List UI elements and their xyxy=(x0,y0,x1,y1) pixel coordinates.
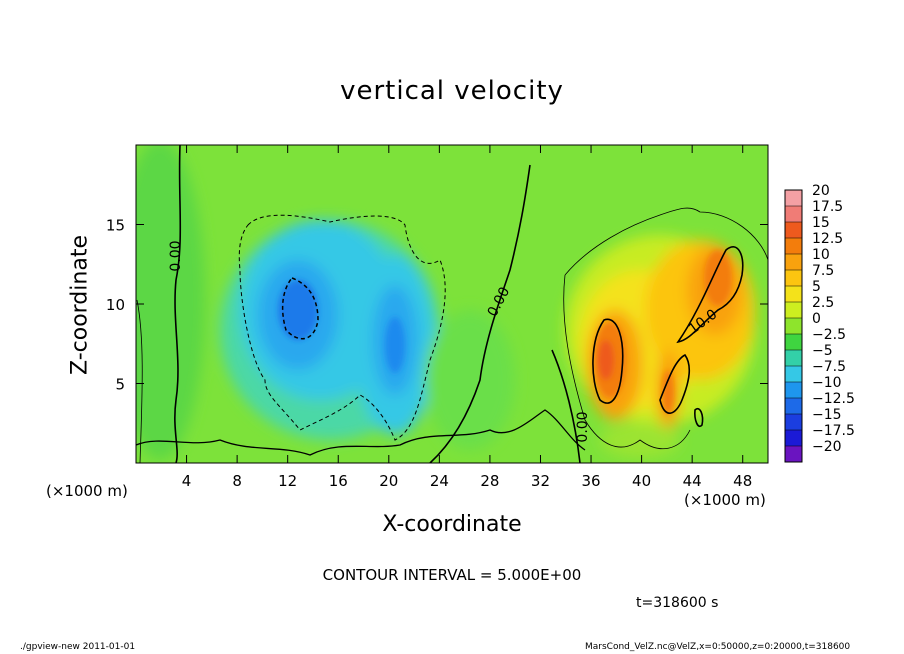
contour-value-label: 0.00 xyxy=(575,411,591,442)
colorbar-label: −5 xyxy=(812,343,833,359)
colorbar-label: 12.5 xyxy=(812,231,843,247)
colorbar-label: 0 xyxy=(812,311,821,327)
colorbar-swatch xyxy=(785,350,802,367)
colorbar-swatch xyxy=(785,414,802,431)
colorbar-label: 5 xyxy=(812,279,821,295)
colorbar-label: −10 xyxy=(812,375,842,391)
x-axis-unit: (×1000 m) xyxy=(684,491,766,509)
colorbar-swatch xyxy=(785,446,802,463)
shaded-field xyxy=(136,145,768,463)
colorbar-swatch xyxy=(785,286,802,303)
x-tick-label: 20 xyxy=(379,472,398,490)
x-tick-label: 24 xyxy=(430,472,449,490)
x-tick-label: 16 xyxy=(329,472,348,490)
time-label: t=318600 s xyxy=(636,595,719,611)
colorbar-label: 20 xyxy=(812,183,830,199)
colorbar-label: −15 xyxy=(812,407,842,423)
colorbar: 2017.51512.5107.552.50−2.5−5−7.5−10−12.5… xyxy=(784,183,855,463)
colorbar-swatch xyxy=(785,270,802,287)
colorbar-label: 7.5 xyxy=(812,263,834,279)
x-tick-label: 8 xyxy=(232,472,242,490)
y-tick-label: 15 xyxy=(106,217,125,235)
colorbar-swatch xyxy=(785,398,802,415)
colorbar-swatch xyxy=(785,334,802,351)
y-axis-unit: (×1000 m) xyxy=(46,482,128,500)
colorbar-label: 17.5 xyxy=(812,199,843,215)
colorbar-label: −17.5 xyxy=(812,423,855,439)
colorbar-label: 10 xyxy=(812,247,830,263)
colorbar-frame xyxy=(784,189,803,463)
x-tick-label: 44 xyxy=(683,472,702,490)
x-tick-label: 32 xyxy=(531,472,550,490)
x-tick-label: 4 xyxy=(182,472,192,490)
chart-title: vertical velocity xyxy=(340,76,564,106)
x-tick-label: 12 xyxy=(278,472,297,490)
colorbar-swatch xyxy=(785,254,802,271)
colorbar-swatch xyxy=(785,190,802,207)
y-tick-label: 10 xyxy=(106,296,125,314)
x-tick-label: 48 xyxy=(733,472,752,490)
colorbar-label: 15 xyxy=(812,215,830,231)
contour-interval-label: CONTOUR INTERVAL = 5.000E+00 xyxy=(322,566,582,584)
colorbar-swatch xyxy=(785,238,802,255)
colorbar-swatch xyxy=(785,430,802,447)
x-tick-label: 36 xyxy=(581,472,600,490)
x-tick-label: 28 xyxy=(480,472,499,490)
footer-right: MarsCond_VelZ.nc@VelZ,x=0:50000,z=0:2000… xyxy=(585,642,851,652)
colorbar-label: −2.5 xyxy=(812,327,846,343)
colorbar-label: −7.5 xyxy=(812,359,846,375)
colorbar-swatch xyxy=(785,206,802,223)
colorbar-label: −20 xyxy=(812,439,842,455)
colorbar-swatch xyxy=(785,222,802,239)
colorbar-swatch xyxy=(785,302,802,319)
x-axis-label: X-coordinate xyxy=(382,512,522,537)
colorbar-label: 2.5 xyxy=(812,295,834,311)
colorbar-swatch xyxy=(785,318,802,335)
colorbar-label: −12.5 xyxy=(812,391,855,407)
contour-lines xyxy=(136,145,768,463)
footer-left: ./gpview-new 2011-01-01 xyxy=(20,642,136,652)
y-tick-label: 5 xyxy=(115,376,125,394)
colorbar-swatch xyxy=(785,366,802,383)
colorbar-swatch xyxy=(785,382,802,399)
x-tick-label: 40 xyxy=(632,472,651,490)
contour-value-label: 0.00 xyxy=(168,240,184,271)
